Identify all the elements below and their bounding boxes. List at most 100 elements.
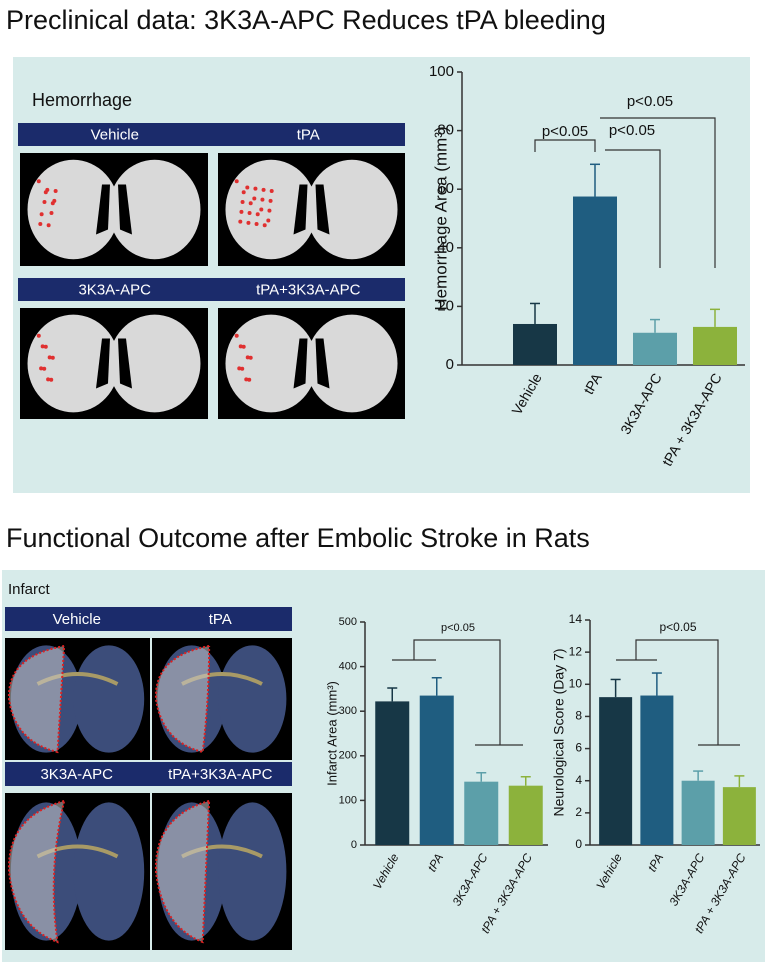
bar bbox=[633, 332, 677, 365]
bar bbox=[693, 326, 737, 365]
y-tick-label: 0 bbox=[351, 839, 357, 851]
hemorrhage-dot bbox=[240, 366, 245, 371]
image-label: Vehicle bbox=[91, 126, 139, 143]
hemorrhage-dot bbox=[45, 187, 50, 192]
y-tick-label: 40 bbox=[437, 239, 454, 256]
image-label: tPA+3K3A-APC bbox=[168, 766, 273, 783]
image-label: 3K3A-APC bbox=[40, 766, 113, 783]
hemorrhage-dot bbox=[266, 218, 271, 223]
hemorrhage-dot bbox=[253, 186, 258, 191]
annotation: p<0.05 bbox=[441, 622, 475, 634]
bar bbox=[508, 785, 543, 845]
hemorrhage-dot bbox=[269, 189, 274, 194]
y-axis-label: Hemorrhage Area (mm³) bbox=[431, 126, 450, 310]
hemorrhage-dot bbox=[267, 208, 272, 213]
infarct-outline bbox=[154, 800, 211, 944]
ventricle bbox=[293, 338, 308, 389]
hemorrhage-dot bbox=[234, 333, 239, 338]
significance-bracket bbox=[635, 639, 719, 745]
y-tick-label: 200 bbox=[339, 750, 357, 762]
ventricle bbox=[315, 184, 330, 235]
infarct-outline bbox=[7, 645, 66, 754]
hemorrhage-dot bbox=[246, 220, 251, 225]
ventricle bbox=[96, 338, 110, 389]
hemorrhage-dot bbox=[42, 366, 47, 371]
panel-title: Hemorrhage bbox=[32, 90, 132, 110]
hemorrhage-dot bbox=[49, 377, 54, 382]
bar bbox=[599, 697, 633, 845]
hemorrhage-dot bbox=[240, 200, 245, 205]
bar bbox=[640, 695, 674, 845]
section-title: Functional Outcome after Embolic Stroke … bbox=[6, 523, 590, 553]
y-tick-label: 20 bbox=[437, 297, 454, 314]
hemorrhage-dot bbox=[46, 377, 51, 382]
hemorrhage-dot bbox=[241, 344, 246, 349]
bar bbox=[513, 323, 557, 365]
hemorrhage-dot bbox=[245, 355, 250, 360]
hemorrhage-dot bbox=[237, 366, 242, 371]
bar bbox=[419, 695, 454, 845]
image-label: tPA bbox=[209, 611, 232, 628]
ventricle bbox=[118, 338, 132, 389]
ventricle bbox=[118, 184, 132, 235]
y-tick-label: 10 bbox=[569, 676, 583, 690]
brain-right bbox=[73, 645, 145, 753]
hemorrhage-dot bbox=[245, 185, 250, 190]
hemorrhage-dot bbox=[49, 211, 54, 216]
image-header bbox=[5, 762, 292, 786]
hemorrhage-dot bbox=[248, 355, 253, 360]
annotation: p<0.05 bbox=[542, 123, 588, 140]
hemorrhage-dot bbox=[43, 344, 48, 349]
hemorrhage-dot bbox=[244, 377, 249, 382]
significance-bracket bbox=[605, 149, 661, 268]
annotation: p<0.05 bbox=[659, 620, 696, 634]
hemorrhage-dot bbox=[262, 223, 267, 228]
y-tick-label: 2 bbox=[575, 805, 582, 819]
panel-title: Infarct bbox=[8, 581, 51, 598]
image-label: 3K3A-APC bbox=[78, 281, 151, 298]
y-tick-label: 14 bbox=[569, 612, 583, 626]
y-tick-label: 60 bbox=[437, 180, 454, 197]
hemorrhage-dot bbox=[39, 212, 44, 217]
y-tick-label: 12 bbox=[569, 644, 583, 658]
hemorrhage-dot bbox=[252, 196, 257, 201]
image-label: tPA+3K3A-APC bbox=[256, 281, 361, 298]
image-header bbox=[5, 607, 292, 631]
hemorrhage-dot bbox=[241, 190, 246, 195]
y-tick-label: 100 bbox=[429, 63, 454, 80]
significance-bracket bbox=[600, 117, 716, 268]
significance-bracket bbox=[413, 639, 501, 745]
hemorrhage-dot bbox=[42, 200, 47, 205]
significance-bracket bbox=[534, 139, 596, 152]
section-title: Preclinical data: 3K3A-APC Reduces tPA b… bbox=[6, 5, 606, 35]
annotation: p<0.05 bbox=[627, 93, 673, 110]
image-header bbox=[18, 123, 405, 146]
brain-right bbox=[73, 802, 145, 941]
infarct-outline bbox=[7, 800, 66, 944]
y-tick-label: 400 bbox=[339, 661, 357, 673]
hemorrhage-dot bbox=[261, 187, 266, 192]
image-label: tPA bbox=[297, 126, 320, 143]
infarct-outline bbox=[154, 645, 211, 754]
y-tick-label: 300 bbox=[339, 705, 357, 717]
hemorrhage-dot bbox=[247, 211, 252, 216]
hemorrhage-dot bbox=[260, 197, 265, 202]
y-tick-label: 0 bbox=[446, 356, 454, 373]
hemorrhage-dot bbox=[38, 222, 43, 227]
hemorrhage-dot bbox=[53, 189, 58, 194]
brain-right bbox=[306, 159, 398, 260]
hemorrhage-dot bbox=[52, 198, 57, 203]
hemorrhage-dot bbox=[36, 179, 41, 184]
hemorrhage-dot bbox=[40, 344, 45, 349]
hemorrhage-dot bbox=[247, 377, 252, 382]
bar bbox=[375, 701, 410, 845]
y-tick-label: 6 bbox=[575, 741, 582, 755]
hemorrhage-dot bbox=[47, 355, 52, 360]
bar bbox=[722, 787, 756, 845]
image-label: Vehicle bbox=[53, 611, 101, 628]
image-header bbox=[18, 278, 405, 301]
brain-right bbox=[218, 645, 287, 753]
hemorrhage-dot bbox=[254, 222, 259, 227]
hemorrhage-dot bbox=[248, 201, 253, 206]
